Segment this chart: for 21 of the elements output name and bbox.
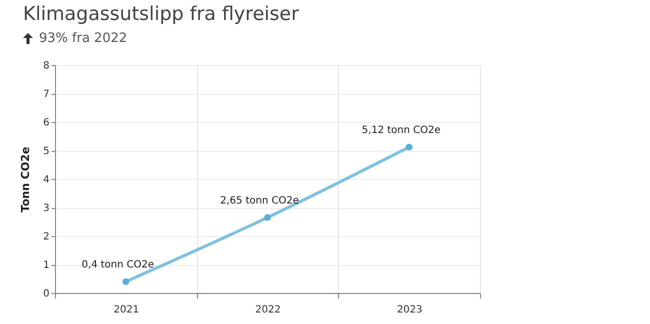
x-tick-label: 2023 — [396, 304, 422, 316]
y-tick-label: 0 — [43, 288, 50, 300]
data-label: 2,65 tonn CO2e — [220, 195, 299, 206]
y-tick-label: 7 — [43, 89, 50, 100]
y-tick-label: 3 — [43, 203, 50, 214]
chart-subtitle: 93% fra 2022 — [39, 31, 128, 46]
x-tick-label: 2021 — [114, 304, 140, 316]
data-label: 5,12 tonn CO2e — [362, 125, 441, 136]
y-tick-label: 4 — [43, 174, 50, 186]
y-tick-label: 2 — [43, 232, 50, 242]
y-tick-label: 5 — [43, 146, 50, 157]
chart-title: Klimagassutslipp fra flyreiser — [23, 3, 299, 25]
y-tick-label: 6 — [43, 118, 50, 128]
point — [406, 144, 413, 150]
y-tick-label: 8 — [43, 60, 50, 72]
y-axis-title: Tonn CO2e — [19, 146, 32, 212]
x-tick-label: 2022 — [255, 304, 281, 316]
point — [264, 214, 271, 221]
y-tick-label: 1 — [43, 260, 50, 271]
point — [122, 278, 130, 285]
data-label: 0,4 tonn CO2e — [82, 260, 154, 271]
